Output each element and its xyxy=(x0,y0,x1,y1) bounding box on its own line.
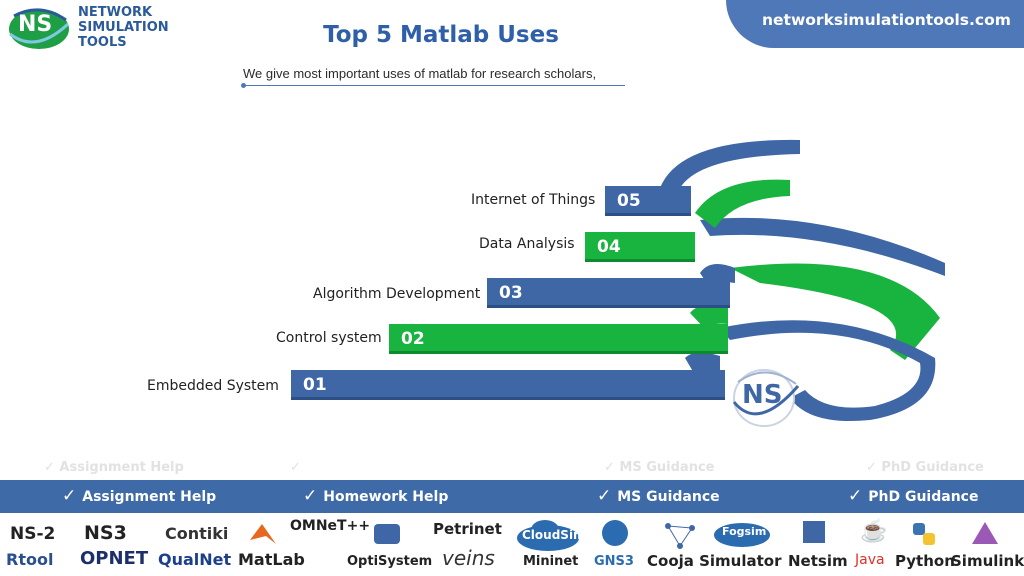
tool-gns3: GNS3 xyxy=(594,554,634,569)
step-03-number: 03 xyxy=(499,283,523,303)
step-05-number: 05 xyxy=(617,191,641,211)
page-title: Top 5 Matlab Uses xyxy=(323,22,559,48)
optisystem-logo-icon xyxy=(374,524,400,544)
tool-cloudsim: CloudSim xyxy=(522,528,586,542)
service-phd-guidance[interactable]: ✓ PhD Guidance xyxy=(848,486,979,506)
step-05-label: Internet of Things xyxy=(471,192,596,208)
step-02-number: 02 xyxy=(401,329,425,349)
step-01-bar: 01 xyxy=(291,370,725,400)
cloudsim-icon xyxy=(517,520,579,551)
logo-text: NETWORK SIMULATION TOOLS xyxy=(78,5,169,50)
netsim-icon xyxy=(803,521,825,543)
service-ms-guidance[interactable]: ✓ MS Guidance xyxy=(597,486,720,506)
ns-center-mark: NS xyxy=(742,380,783,410)
site-badge xyxy=(726,0,1024,48)
subtitle-dot xyxy=(241,83,246,88)
site-link[interactable]: networksimulationtools.com xyxy=(762,11,1011,29)
tools-row: NS-2 NS3 Contiki OMNeT++ Petrinet CloudS… xyxy=(0,514,1024,576)
check-icon: ✓ xyxy=(848,486,863,506)
page-subtitle: We give most important uses of matlab fo… xyxy=(243,66,597,81)
check-icon: ✓ xyxy=(597,486,612,506)
step-03-label: Algorithm Development xyxy=(313,286,481,302)
tool-rtool: Rtool xyxy=(6,550,54,569)
logo-line-1: NETWORK xyxy=(78,5,153,20)
services-strip: ✓ Assignment Help ✓ Homework Help ✓ MS Guid… xyxy=(0,480,1024,513)
tool-contiki: Contiki xyxy=(165,524,229,543)
tool-omnet: OMNeT++ xyxy=(290,518,371,534)
logo-mark: NS xyxy=(18,12,53,37)
services-reflection: ✓ Assignment Help ✓ ✓ MS Guidance ✓ PhD … xyxy=(0,458,1024,480)
step-01-number: 01 xyxy=(303,375,327,395)
simulink-icon xyxy=(972,522,998,544)
logo-line-3: TOOLS xyxy=(78,35,127,50)
tool-optisystem: OptiSystem xyxy=(347,554,433,569)
logo-icon xyxy=(9,8,70,49)
ghost-assignment: ✓ Assignment Help xyxy=(44,460,184,475)
tool-ns3: NS3 xyxy=(84,522,127,544)
tool-simulink: Simulink xyxy=(951,552,1024,570)
logo-line-2: SIMULATION xyxy=(78,20,169,35)
matlab-icon xyxy=(250,524,276,544)
tool-mininet: Mininet xyxy=(523,554,579,569)
step-01-label: Embedded System xyxy=(147,378,279,394)
tool-petrinet: Petrinet xyxy=(433,520,502,538)
ghost-phd: ✓ PhD Guidance xyxy=(866,460,984,475)
tool-python: Python xyxy=(895,552,955,570)
tool-opnet: OPNET xyxy=(80,548,149,569)
step-05-bar: 05 xyxy=(605,186,691,216)
tool-netsim: Netsim xyxy=(788,552,848,570)
python-icon xyxy=(913,523,935,545)
service-homework-help[interactable]: ✓ Homework Help xyxy=(303,486,449,506)
tool-ns2: NS-2 xyxy=(10,524,56,544)
ns-center-icon xyxy=(732,369,800,427)
check-icon: ✓ xyxy=(303,486,318,506)
ghost-homework: ✓ xyxy=(290,460,301,475)
step-02-bar: 02 xyxy=(389,324,728,354)
step-04-label: Data Analysis xyxy=(479,236,575,252)
subtitle-underline xyxy=(243,85,625,86)
gns3-icon xyxy=(602,520,628,546)
step-02-label: Control system xyxy=(276,330,382,346)
ghost-ms: ✓ MS Guidance xyxy=(604,460,715,475)
tool-java: Java xyxy=(855,552,885,568)
tool-fogsim: Fogsim xyxy=(722,525,767,538)
check-icon: ✓ xyxy=(62,486,77,506)
service-assignment-help[interactable]: ✓ Assignment Help xyxy=(62,486,217,506)
cooja-network-icon xyxy=(665,523,695,549)
step-03-bar: 03 xyxy=(487,278,730,308)
tool-cooja: Cooja Simulator xyxy=(647,552,782,570)
tool-matlab: MatLab xyxy=(238,550,305,569)
spiral-graphic xyxy=(660,139,945,422)
tool-qualnet: QualNet xyxy=(158,550,232,569)
step-04-bar: 04 xyxy=(585,232,695,262)
java-icon: ☕ xyxy=(860,518,888,543)
tool-veins: veins xyxy=(442,546,495,570)
step-04-number: 04 xyxy=(597,237,621,257)
fogsim-icon xyxy=(714,523,770,547)
